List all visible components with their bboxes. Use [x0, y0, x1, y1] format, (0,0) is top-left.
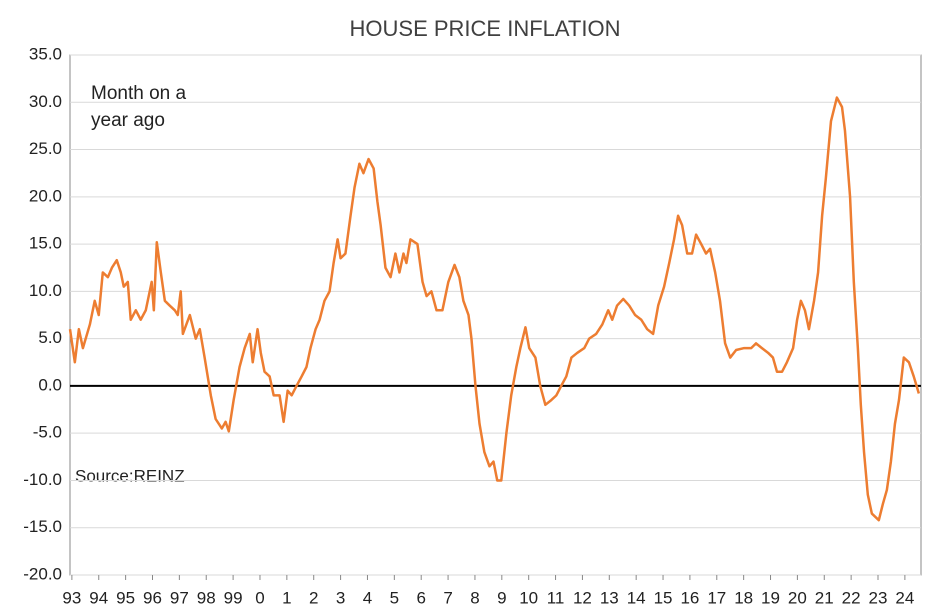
annotation: Month on a — [91, 83, 186, 104]
y-tick-label: 25.0 — [29, 139, 62, 158]
x-tick-label: 93 — [62, 588, 81, 607]
x-tick-label: 97 — [170, 588, 189, 607]
x-tick-label: 18 — [734, 588, 753, 607]
y-tick-label: -15.0 — [23, 517, 62, 536]
x-tick-label: 9 — [497, 588, 506, 607]
x-tick-label: 10 — [519, 588, 538, 607]
y-tick-label: -5.0 — [33, 423, 62, 442]
plot-area — [69, 54, 922, 576]
x-tick-label: 17 — [707, 588, 726, 607]
x-tick-label: 7 — [443, 588, 452, 607]
x-tick-label: 96 — [143, 588, 162, 607]
x-tick-label: 98 — [197, 588, 216, 607]
x-tick-label: 13 — [600, 588, 619, 607]
y-tick-label: 20.0 — [29, 186, 62, 205]
line — [68, 96, 921, 522]
x-tick-label: 2 — [309, 588, 318, 607]
x-tick-label: 0 — [255, 588, 264, 607]
x-tick-label: 20 — [788, 588, 807, 607]
x-tick-label: 15 — [654, 588, 673, 607]
source-note: Source:REINZ — [75, 466, 185, 485]
x-tick-label: 23 — [869, 588, 888, 607]
x-tick-label: 99 — [224, 588, 243, 607]
y-tick-label: 0.0 — [38, 375, 62, 394]
x-tick-label: 22 — [842, 588, 861, 607]
x-tick-label: 8 — [470, 588, 479, 607]
x-tick-label: 21 — [815, 588, 834, 607]
x-tick-label: 12 — [573, 588, 592, 607]
x-tick-label: 3 — [336, 588, 345, 607]
x-tick-label: 24 — [895, 588, 914, 607]
x-tick-label: 1 — [282, 588, 291, 607]
x-tick-label: 94 — [89, 588, 108, 607]
y-tick-label: 10.0 — [29, 281, 62, 300]
x-tick-label: 11 — [547, 588, 565, 607]
y-tick-label: -10.0 — [23, 470, 62, 489]
x-tick-label: 5 — [390, 588, 399, 607]
chart-title: HOUSE PRICE INFLATION — [350, 16, 621, 41]
x-tick-label: 16 — [680, 588, 699, 607]
annotation: year ago — [91, 110, 165, 131]
x-tick-label: 19 — [761, 588, 780, 607]
x-tick-label: 95 — [116, 588, 135, 607]
x-tick-label: 14 — [627, 588, 646, 607]
y-tick-label: 5.0 — [38, 328, 62, 347]
y-tick-label: 30.0 — [29, 92, 62, 111]
y-tick-label: 15.0 — [29, 234, 62, 253]
y-tick-label: 35.0 — [29, 44, 62, 63]
x-tick-label: 4 — [363, 588, 372, 607]
y-tick-label: -20.0 — [23, 564, 62, 583]
x-tick-label: 6 — [416, 588, 425, 607]
